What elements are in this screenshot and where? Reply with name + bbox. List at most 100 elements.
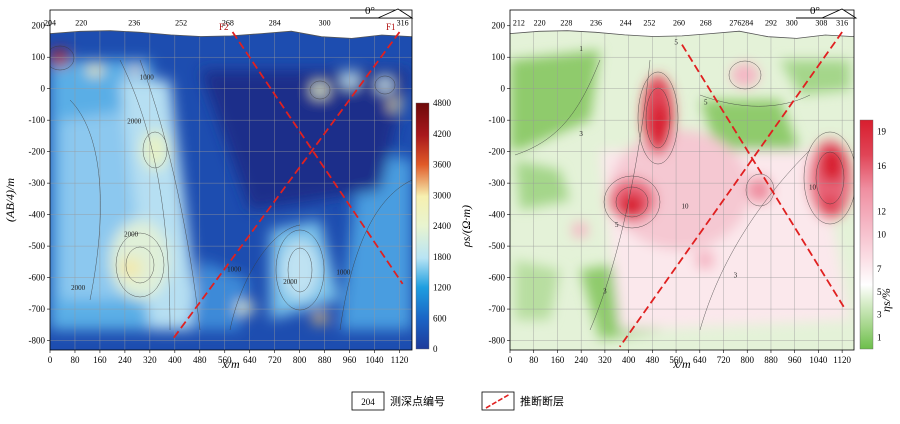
- x-tick-label: 800: [293, 355, 307, 365]
- y-tick-label: -100: [489, 115, 506, 125]
- colorbar-tick-label: 16: [877, 161, 887, 171]
- svg-text:测深点编号: 测深点编号: [390, 394, 445, 408]
- station-label: 228: [560, 19, 572, 28]
- fault-line: [170, 31, 401, 342]
- y-tick-label: -700: [489, 304, 506, 314]
- svg-text:204: 204: [361, 397, 375, 407]
- right-colorbar: 19 16 12 10 7 5 3 1 ηs/%: [859, 119, 893, 350]
- right-north-arrow: 0°: [796, 5, 858, 19]
- right-contour-labels: 5 1 3 5 10 10 5 3 3: [579, 39, 816, 296]
- x-tick-label: 160: [93, 355, 107, 365]
- left-x-axis: 0 80 160 240 320 400 480 560 640 720 800 880 960 1040…: [48, 350, 409, 365]
- station-label: 284: [269, 19, 281, 28]
- contour-label: 1000: [336, 268, 351, 276]
- right-station-labels: 212 220 228 236 244 252 260 268 276 284 292 300 308 3…: [513, 19, 848, 28]
- x-tick-label: 1120: [833, 355, 851, 365]
- left-colorbar: 4800 4200 3600 3000 2400 1800 1200 600 0 ρs/(Ω·m…: [415, 98, 473, 354]
- colorbar-tick-label: 3600: [433, 160, 452, 170]
- station-label: 260: [673, 19, 685, 28]
- station-label: 244: [620, 19, 632, 28]
- resistivity-field: 1000 2000 2000 2000 1000 2000 1000: [50, 30, 412, 350]
- x-tick-label: 640: [693, 355, 707, 365]
- y-tick-label: -600: [29, 273, 46, 283]
- colorbar-tick-label: 1: [877, 333, 882, 343]
- colorbar-tick-label: 7: [877, 264, 882, 274]
- contour-label: 3: [734, 272, 738, 280]
- y-tick-label: -500: [489, 241, 506, 251]
- left-station-labels: 204 220 236 252 268 284 300 316: [44, 19, 409, 28]
- station-label: 252: [643, 19, 655, 28]
- right-contours: [514, 59, 854, 331]
- x-tick-label: 1040: [366, 355, 385, 365]
- station-label: 204: [44, 19, 56, 28]
- y-tick-label: -500: [29, 241, 46, 251]
- colorbar-tick-label: 1200: [433, 283, 452, 293]
- y-tick-label: -300: [489, 178, 506, 188]
- right-x-axis: 0 80 160 240 320 400 480 560 640 720 800 880 960 1040…: [508, 350, 851, 365]
- x-tick-label: 240: [118, 355, 132, 365]
- svg-text:0°: 0°: [810, 5, 820, 17]
- svg-text:推断断层: 推断断层: [520, 394, 564, 408]
- left-topography-line: [49, 30, 413, 39]
- colorbar-tick-label: 2400: [433, 221, 452, 231]
- station-label: 300: [319, 19, 331, 28]
- station-label: 220: [534, 19, 546, 28]
- fault-line: [618, 31, 843, 348]
- x-tick-label: 240: [574, 355, 588, 365]
- y-tick-label: -100: [29, 115, 46, 125]
- right-plot-frame: [509, 9, 855, 351]
- station-label: 220: [75, 19, 87, 28]
- left-x-axis-label: x/m: [221, 357, 240, 371]
- left-grid: [50, 30, 412, 350]
- contour-label: 2000: [124, 231, 139, 239]
- colorbar-tick-label: 4800: [433, 98, 452, 108]
- colorbar-tick-label: 12: [877, 207, 886, 217]
- y-tick-label: 0: [501, 84, 506, 94]
- colorbar-tick-label: 5: [877, 287, 882, 297]
- station-label: 316: [836, 19, 848, 28]
- x-tick-label: 0: [48, 355, 53, 365]
- x-tick-label: 0: [508, 355, 513, 365]
- station-label: 292: [765, 19, 777, 28]
- station-label: 316: [397, 19, 409, 28]
- station-label: 300: [786, 19, 798, 28]
- fault-line: [231, 31, 404, 285]
- station-label: 236: [128, 19, 140, 28]
- y-tick-label: -400: [489, 210, 506, 220]
- x-tick-label: 560: [669, 355, 683, 365]
- x-tick-label: 960: [343, 355, 357, 365]
- x-tick-label: 960: [788, 355, 802, 365]
- contour-label: 10: [809, 183, 817, 191]
- fault-line: [681, 44, 846, 310]
- x-tick-label: 720: [268, 355, 282, 365]
- y-tick-label: -700: [29, 304, 46, 314]
- left-contour-labels: 1000 2000 2000 2000 1000 2000 1000: [71, 73, 351, 292]
- station-label: 308: [815, 19, 827, 28]
- station-label: 252: [175, 19, 187, 28]
- x-tick-label: 320: [143, 355, 157, 365]
- x-tick-label: 640: [243, 355, 257, 365]
- station-label: 268: [222, 19, 234, 28]
- x-tick-label: 880: [318, 355, 332, 365]
- colorbar-tick-label: 4200: [433, 129, 452, 139]
- x-tick-label: 480: [646, 355, 660, 365]
- x-tick-label: 400: [622, 355, 636, 365]
- contour-label: 2000: [127, 117, 142, 125]
- contour-label: 3: [603, 287, 607, 295]
- x-tick-label: 720: [717, 355, 731, 365]
- colorbar-tick-label: 600: [433, 313, 447, 323]
- x-tick-label: 1040: [809, 355, 828, 365]
- x-tick-label: 80: [70, 355, 80, 365]
- contour-label: 1000: [140, 73, 155, 81]
- station-label: 284: [741, 19, 753, 28]
- colorbar-tick-label: 1800: [433, 252, 452, 262]
- y-tick-label: 100: [32, 52, 46, 62]
- x-tick-label: 1120: [391, 355, 409, 365]
- right-fault-lines: [618, 31, 846, 348]
- contour-label: 10: [681, 202, 689, 210]
- y-tick-label: 0: [41, 84, 46, 94]
- contour-label: 3: [579, 130, 583, 138]
- colorbar-tick-label: 3: [877, 310, 882, 320]
